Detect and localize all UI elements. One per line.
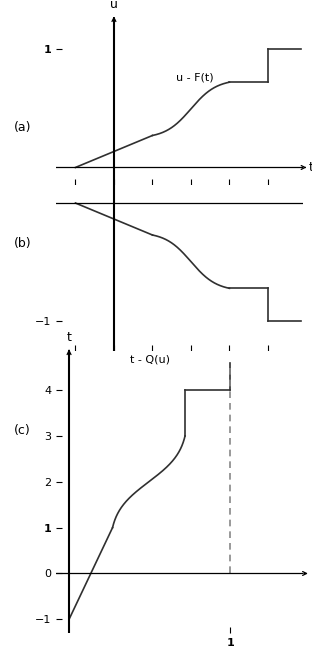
Text: 3: 3: [226, 187, 233, 198]
Text: 2: 2: [188, 353, 194, 363]
Text: (c): (c): [14, 424, 31, 437]
Text: 0: 0: [110, 353, 117, 363]
Text: 0: 0: [110, 187, 117, 198]
Text: 2: 2: [188, 187, 194, 198]
Text: t: t: [309, 161, 312, 174]
Text: 4: 4: [264, 187, 271, 198]
Text: 1: 1: [149, 187, 156, 198]
Text: (a): (a): [14, 121, 32, 134]
Text: 1: 1: [149, 353, 156, 363]
Text: -1: -1: [70, 353, 81, 363]
Text: (b): (b): [14, 237, 32, 250]
Text: t: t: [66, 331, 71, 344]
Text: u - F(t): u - F(t): [176, 72, 213, 82]
Text: -1: -1: [70, 187, 81, 198]
Text: 3: 3: [226, 353, 233, 363]
Text: u: u: [110, 0, 118, 11]
Text: t - Q(u): t - Q(u): [130, 355, 170, 365]
Text: 4: 4: [264, 353, 271, 363]
